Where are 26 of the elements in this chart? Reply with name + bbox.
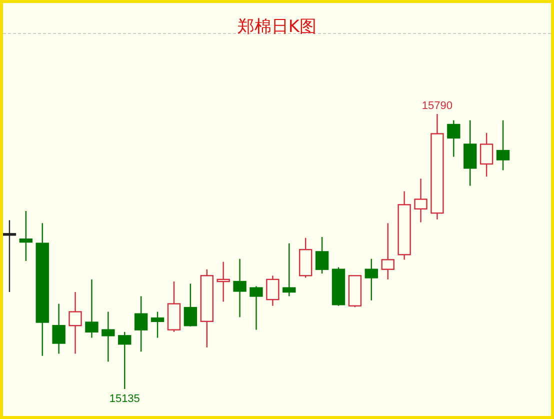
candlestick bbox=[52, 303, 66, 354]
candlestick bbox=[134, 296, 148, 352]
candlestick bbox=[480, 132, 494, 178]
candlestick bbox=[250, 286, 263, 330]
annotation: 15135 bbox=[109, 393, 140, 405]
candlestick bbox=[364, 258, 378, 302]
chart-title: 郑棉日K图 bbox=[3, 3, 551, 37]
candlestick bbox=[19, 210, 33, 262]
candlestick bbox=[68, 291, 82, 354]
candlestick bbox=[85, 278, 98, 338]
annotation: 15790 bbox=[422, 100, 453, 112]
candlestick bbox=[381, 222, 394, 280]
candlestick bbox=[118, 331, 132, 390]
candlestick bbox=[464, 120, 477, 186]
candlestick bbox=[282, 242, 296, 297]
candlestick bbox=[184, 283, 198, 328]
candlestick bbox=[266, 275, 280, 306]
candlestick bbox=[102, 311, 115, 362]
candlestick bbox=[447, 120, 460, 158]
candlestick bbox=[233, 258, 246, 318]
candlestick bbox=[3, 220, 16, 293]
candlestick bbox=[216, 261, 230, 302]
candlestick bbox=[150, 311, 164, 338]
candlestick bbox=[496, 120, 510, 171]
candlestick bbox=[414, 178, 428, 223]
candlestick bbox=[315, 236, 329, 274]
